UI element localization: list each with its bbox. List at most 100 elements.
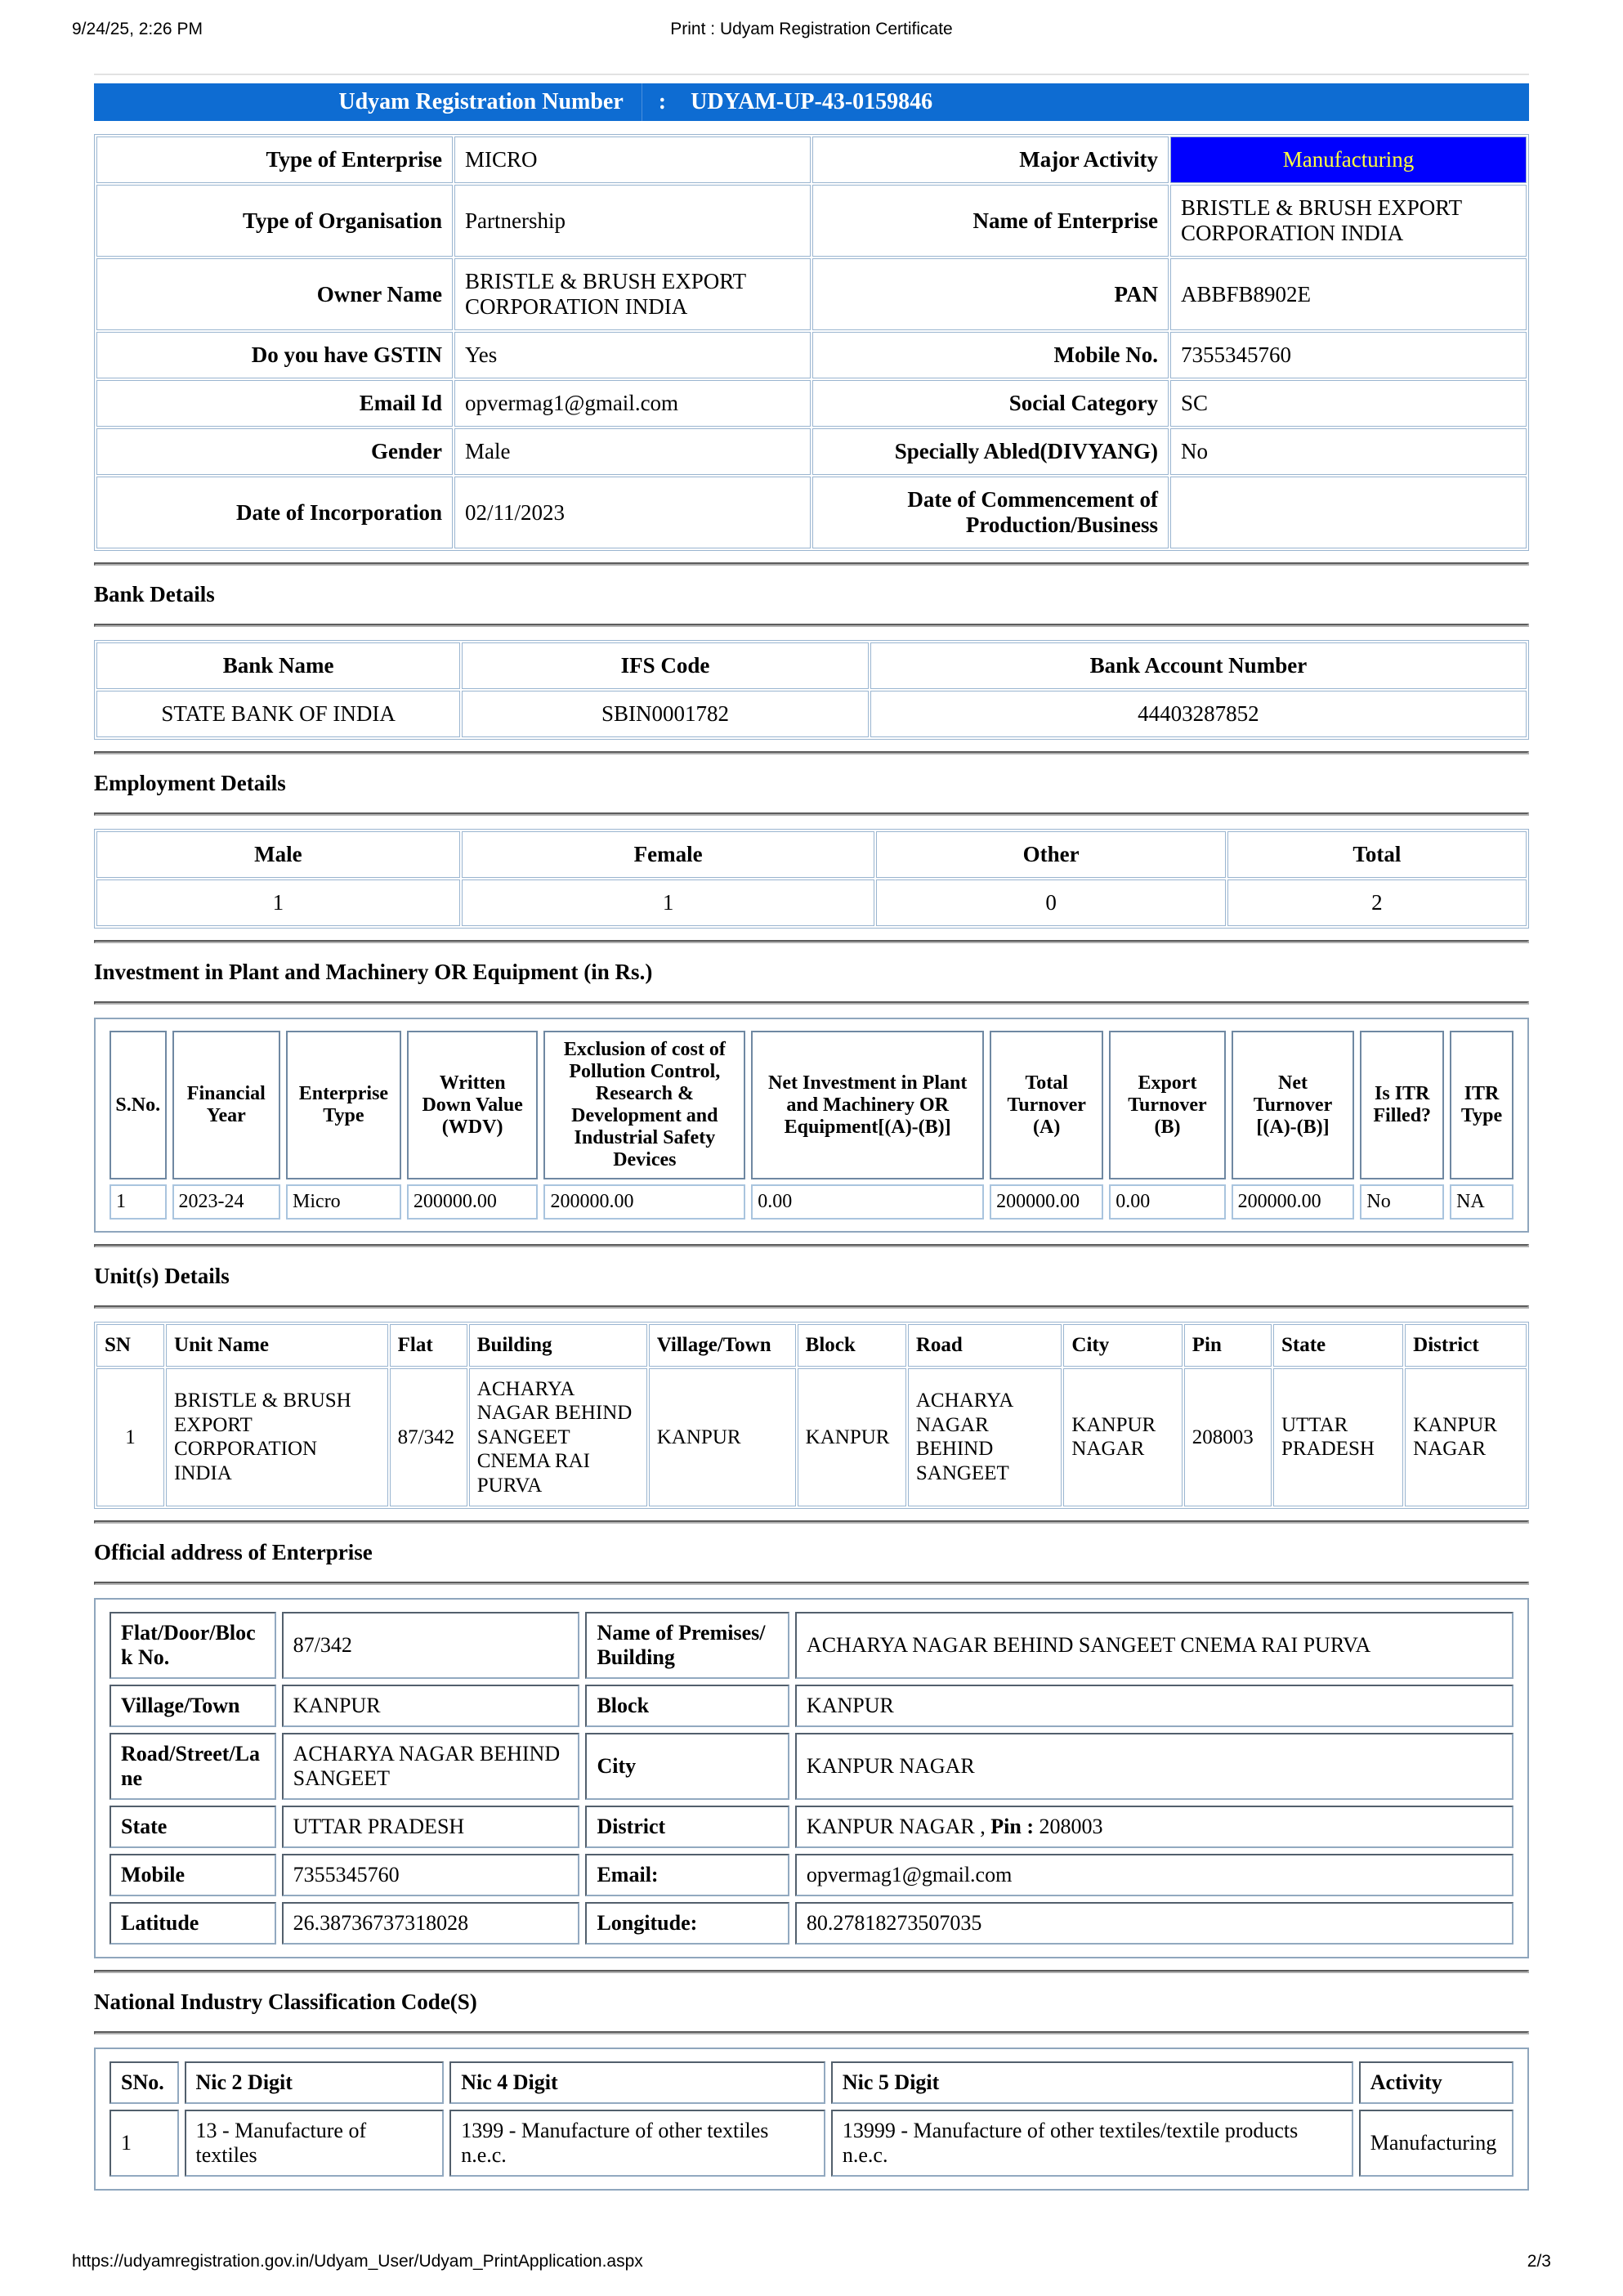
column-header: Nic 2 Digit <box>184 2061 445 2104</box>
column-header: SNo. <box>110 2061 179 2104</box>
field-label: Major Activity <box>812 137 1169 183</box>
table-row: Type of Organisation Partnership Name of… <box>96 185 1527 257</box>
print-footer-page-number: 2/3 <box>1527 2252 1551 2271</box>
field-label: Name of Premises/ Building <box>585 1612 789 1679</box>
unit-city: KANPUR NAGAR <box>1063 1367 1183 1506</box>
column-header: State <box>1272 1324 1404 1367</box>
unit-village-town: KANPUR <box>648 1367 796 1506</box>
column-header: Written Down Value (WDV) <box>406 1031 539 1179</box>
unit-flat: 87/342 <box>389 1367 467 1506</box>
field-label: Mobile <box>110 1854 276 1896</box>
column-header: Total Turnover (A) <box>990 1031 1104 1179</box>
field-value: 26.38736737318028 <box>281 1902 580 1945</box>
field-value: UTTAR PRADESH <box>281 1806 580 1848</box>
certificate-content: Udyam Registration Number : UDYAM-UP-43-… <box>94 39 1529 2191</box>
section-divider <box>94 1305 1529 1309</box>
nic-outer-box: SNo. Nic 2 Digit Nic 4 Digit Nic 5 Digit… <box>94 2048 1529 2191</box>
column-header: Other <box>876 831 1226 878</box>
table-row: 1 13 - Manufacture of textiles 1399 - Ma… <box>110 2110 1513 2177</box>
field-label: Latitude <box>110 1902 276 1945</box>
field-label: Road/Street/Lane <box>110 1733 276 1800</box>
address-table: Flat/Door/Block No. 87/342 Name of Premi… <box>104 1606 1519 1950</box>
table-header-row: Bank Name IFS Code Bank Account Number <box>96 642 1527 689</box>
column-header: S.No. <box>110 1031 167 1179</box>
section-heading-nic: National Industry Classification Code(S) <box>94 1989 477 2014</box>
registration-number-banner: Udyam Registration Number : UDYAM-UP-43-… <box>94 83 1529 121</box>
field-value: KANPUR NAGAR <box>794 1733 1513 1800</box>
ifs-code-value: SBIN0001782 <box>462 691 869 737</box>
table-row: 1 BRISTLE & BRUSH EXPORT CORPORATION IND… <box>96 1367 1527 1506</box>
cell-itr-type: NA <box>1450 1184 1513 1220</box>
pin-label: Pin : <box>990 1815 1040 1838</box>
nic-5-digit: 13999 - Manufacture of other textiles/te… <box>830 2110 1353 2177</box>
section-divider <box>94 751 1529 754</box>
unit-state: UTTAR PRADESH <box>1272 1367 1404 1506</box>
banner-value-group: : UDYAM-UP-43-0159846 <box>642 83 1529 121</box>
field-value: 7355345760 <box>281 1854 580 1896</box>
column-header: City <box>1063 1324 1183 1367</box>
field-label: Block <box>585 1685 789 1727</box>
bank-account-number-value: 44403287852 <box>870 691 1527 737</box>
table-row: Village/Town KANPUR Block KANPUR <box>110 1685 1513 1727</box>
table-row: 1 1 0 2 <box>96 879 1527 926</box>
unit-name: BRISTLE & BRUSH EXPORT CORPORATION INDIA <box>166 1367 388 1506</box>
field-value: BRISTLE & BRUSH EXPORT CORPORATION INDIA <box>1170 185 1527 257</box>
unit-pin: 208003 <box>1183 1367 1272 1506</box>
table-row: Do you have GSTIN Yes Mobile No. 7355345… <box>96 332 1527 378</box>
field-value: BRISTLE & BRUSH EXPORT CORPORATION INDIA <box>454 258 811 330</box>
section-divider <box>94 940 1529 943</box>
employment-total-count: 2 <box>1227 879 1527 926</box>
enterprise-details-table: Type of Enterprise MICRO Major Activity … <box>94 134 1529 551</box>
table-row: Mobile 7355345760 Email: opvermag1@gmail… <box>110 1854 1513 1896</box>
section-heading-official-address: Official address of Enterprise <box>94 1540 373 1564</box>
field-value: Male <box>454 428 811 475</box>
column-header: Exclusion of cost of Pollution Control, … <box>543 1031 746 1179</box>
cell-total-turnover: 200000.00 <box>990 1184 1104 1220</box>
address-outer-box: Flat/Door/Block No. 87/342 Name of Premi… <box>94 1598 1529 1958</box>
section-divider <box>94 624 1529 627</box>
field-label: Name of Enterprise <box>812 185 1169 257</box>
nic-activity: Manufacturing <box>1358 2110 1513 2177</box>
section-heading-bank-details: Bank Details <box>94 582 215 606</box>
column-header: Female <box>461 831 875 878</box>
field-label: Specially Abled(DIVYANG) <box>812 428 1169 475</box>
nic-sno: 1 <box>110 2110 179 2177</box>
district-value: KANPUR NAGAR , <box>806 1815 991 1838</box>
column-header: Block <box>797 1324 906 1367</box>
column-header: Nic 5 Digit <box>830 2061 1353 2104</box>
column-header: IFS Code <box>462 642 869 689</box>
table-row: STATE BANK OF INDIA SBIN0001782 44403287… <box>96 691 1527 737</box>
column-header: Net Investment in Plant and Machinery OR… <box>751 1031 985 1179</box>
field-value: MICRO <box>454 137 811 183</box>
field-label: District <box>585 1806 789 1848</box>
unit-district: KANPUR NAGAR <box>1405 1367 1527 1506</box>
column-header: Road <box>907 1324 1062 1367</box>
banner-label: Udyam Registration Number <box>94 83 642 121</box>
column-header: District <box>1405 1324 1527 1367</box>
nic-table: SNo. Nic 2 Digit Nic 4 Digit Nic 5 Digit… <box>104 2056 1519 2182</box>
column-header: Male <box>96 831 460 878</box>
cell-financial-year: 2023-24 <box>172 1184 281 1220</box>
table-header-row: SN Unit Name Flat Building Village/Town … <box>96 1324 1527 1367</box>
cell-itr-filled: No <box>1360 1184 1445 1220</box>
print-header: 9/24/25, 2:26 PM Print : Udyam Registrat… <box>0 0 1623 39</box>
table-row: 1 2023-24 Micro 200000.00 200000.00 0.00… <box>110 1184 1513 1220</box>
column-header: Total <box>1227 831 1527 878</box>
bank-name-value: STATE BANK OF INDIA <box>96 691 461 737</box>
field-value: Yes <box>454 332 811 378</box>
employment-details-table: Male Female Other Total 1 1 0 2 <box>94 829 1529 929</box>
nic-2-digit: 13 - Manufacture of textiles <box>184 2110 445 2177</box>
field-label: Email Id <box>96 380 453 427</box>
section-divider <box>94 1582 1529 1585</box>
section-divider <box>94 1001 1529 1005</box>
field-value: 02/11/2023 <box>454 477 811 548</box>
field-value: No <box>1170 428 1527 475</box>
section-heading-investment: Investment in Plant and Machinery OR Equ… <box>94 960 653 984</box>
cell-sno: 1 <box>110 1184 167 1220</box>
table-row: Date of Incorporation 02/11/2023 Date of… <box>96 477 1527 548</box>
field-value <box>1170 477 1527 548</box>
banner-separator: : <box>658 89 667 114</box>
nic-4-digit: 1399 - Manufacture of other textiles n.e… <box>449 2110 825 2177</box>
unit-building: ACHARYA NAGAR BEHIND SANGEET CNEMA RAI P… <box>468 1367 647 1506</box>
section-heading-units: Unit(s) Details <box>94 1264 230 1288</box>
